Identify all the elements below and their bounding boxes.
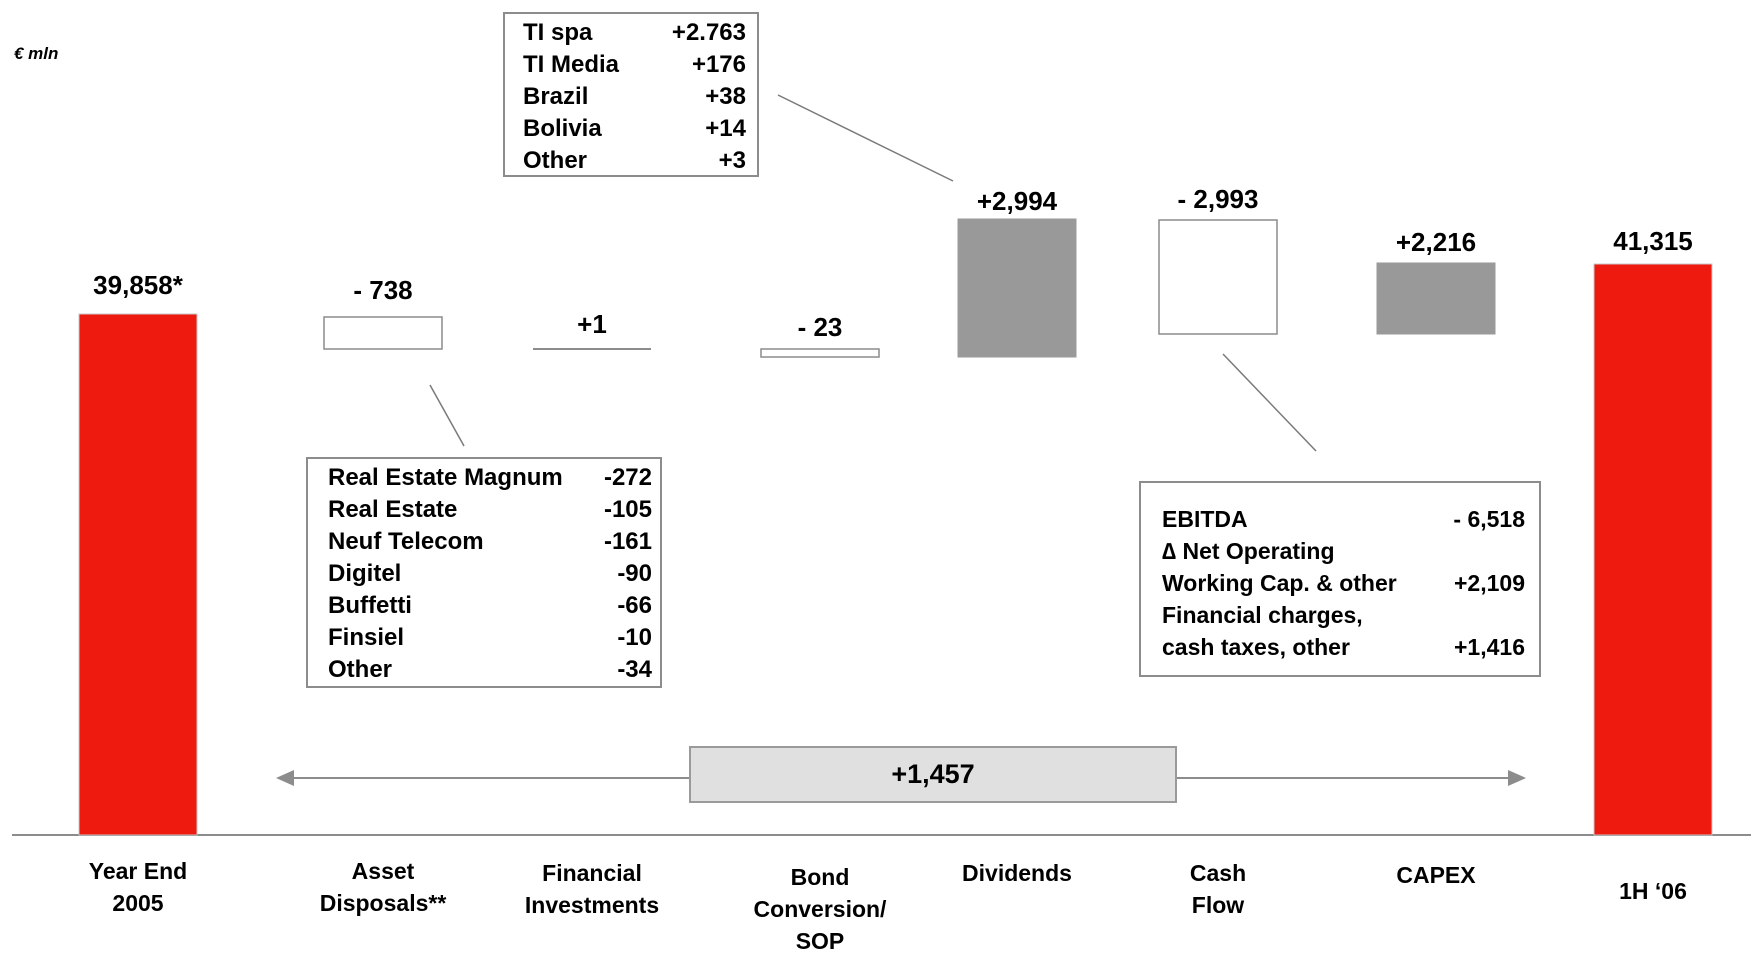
category-label-7: 1H ‘06 (1563, 875, 1743, 907)
breakdown-row: Real Estate Magnum -272 (328, 462, 652, 494)
breakdown-row: Finsiel -10 (328, 622, 652, 654)
dividends-connector-line (777, 94, 954, 182)
breakdown-row-label: Bolivia (523, 115, 602, 142)
breakdown-row-value: -272 (603, 464, 652, 491)
category-label-line: Year End (88, 858, 188, 884)
category-label-line: Cash (1189, 860, 1247, 886)
asset-disposals-connector-line (429, 384, 465, 447)
breakdown-row-value: - 6,518 (1453, 506, 1525, 532)
category-label-4: Dividends (927, 857, 1107, 889)
value-label-5: - 2,993 (1177, 184, 1259, 214)
category-label-line: Dividends (962, 860, 1072, 886)
category-label-line: Flow (1191, 892, 1245, 918)
dividends-breakdown-box: TI spa +2.763 TI Media +176 Brazil +38 Bolivia… (503, 12, 759, 177)
breakdown-row: Digitel -90 (328, 558, 652, 590)
category-label-line: Asset (351, 858, 415, 884)
breakdown-row-label: Brazil (523, 83, 589, 110)
breakdown-row-label: Neuf Telecom (328, 528, 484, 555)
breakdown-row-label: Digitel (328, 560, 402, 587)
breakdown-row-value: -105 (603, 496, 652, 523)
breakdown-row-label: Other (328, 656, 393, 683)
category-label-line: CAPEX (1396, 862, 1476, 888)
breakdown-row-label: Working Cap. & other (1162, 570, 1397, 596)
breakdown-row-label: ∆ Net Operating (1162, 538, 1335, 564)
breakdown-row-value: +2.763 (671, 19, 746, 46)
breakdown-row: TI Media +176 (523, 49, 746, 81)
breakdown-row: Working Cap. & other +2,109 (1162, 567, 1525, 599)
breakdown-row-label: Real Estate (328, 496, 458, 523)
category-label-5: Cash Flow (1128, 857, 1308, 921)
bar-3 (760, 348, 880, 358)
category-label-line: Financial (542, 860, 642, 886)
breakdown-row-label: cash taxes, other (1162, 634, 1350, 660)
breakdown-row-value: -10 (617, 624, 652, 651)
category-label-0: Year End 2005 (48, 855, 228, 919)
bar-1 (323, 316, 443, 350)
cash-flow-breakdown-box: EBITDA - 6,518 ∆ Net Operating Working Cap.… (1139, 481, 1541, 677)
breakdown-row-label: EBITDA (1162, 506, 1248, 532)
value-label-6: +2,216 (1395, 227, 1477, 257)
breakdown-row-value: +176 (691, 51, 746, 78)
breakdown-row: TI spa +2.763 (523, 17, 746, 49)
value-label-1: - 738 (353, 275, 413, 305)
breakdown-row: EBITDA - 6,518 (1162, 503, 1525, 535)
arrow-right-icon (1508, 770, 1526, 786)
category-label-line: 1H ‘06 (1619, 878, 1687, 904)
breakdown-row-label: TI spa (523, 19, 593, 46)
breakdown-row-value: +1,416 (1454, 634, 1525, 660)
net-change-label: +1,457 (689, 746, 1177, 803)
bar-7 (1593, 263, 1713, 836)
breakdown-row: Neuf Telecom -161 (328, 526, 652, 558)
category-label-line: Conversion/ (753, 896, 887, 922)
breakdown-row: Other -34 (328, 654, 652, 686)
value-label-7: 41,315 (1613, 226, 1693, 256)
cash-flow-connector-line (1222, 353, 1317, 452)
category-label-2: Financial Investments (502, 857, 682, 921)
breakdown-row-value: -90 (617, 560, 652, 587)
bar-0 (78, 313, 198, 836)
category-label-line: 2005 (112, 890, 164, 916)
breakdown-row: Bolivia +14 (523, 113, 746, 145)
breakdown-row-value: -34 (617, 656, 652, 683)
breakdown-row-value: +2,109 (1454, 570, 1525, 596)
category-label-line: Bond (790, 864, 850, 890)
breakdown-row-value: +14 (705, 115, 746, 142)
bar-4 (957, 218, 1077, 358)
breakdown-row-label: Real Estate Magnum (328, 464, 563, 491)
breakdown-row-value: -161 (603, 528, 652, 555)
value-label-4: +2,994 (976, 186, 1058, 216)
breakdown-row-label: Buffetti (328, 592, 412, 619)
breakdown-row: cash taxes, other +1,416 (1162, 631, 1525, 663)
breakdown-row-label: TI Media (523, 51, 620, 78)
breakdown-row: ∆ Net Operating (1162, 535, 1525, 567)
breakdown-row-value: +38 (705, 83, 746, 110)
category-label-3: Bond Conversion/SOP (730, 861, 910, 957)
breakdown-row-value: -66 (617, 592, 652, 619)
asset-disposals-breakdown-box: Real Estate Magnum -272 Real Estate -105 Neu… (306, 457, 662, 688)
breakdown-row: Brazil +38 (523, 81, 746, 113)
bar-5 (1158, 219, 1278, 335)
value-label-2: +1 (577, 309, 607, 339)
unit-label: € mln (14, 44, 59, 63)
arrow-left-icon (276, 770, 294, 786)
category-label-line: Disposals** (319, 890, 447, 916)
breakdown-row: Financial charges, (1162, 599, 1525, 631)
breakdown-row-label: Other (523, 147, 588, 174)
bar-6 (1376, 262, 1496, 335)
breakdown-row-label: Financial charges, (1162, 602, 1363, 628)
category-label-1: Asset Disposals** (293, 855, 473, 919)
category-label-6: CAPEX (1346, 859, 1526, 891)
category-label-line: SOP (795, 928, 845, 954)
value-label-0: 39,858* (93, 270, 183, 300)
breakdown-row-label: Finsiel (328, 624, 405, 651)
breakdown-row-value: +3 (718, 147, 746, 174)
value-label-3: - 23 (797, 312, 843, 342)
breakdown-row: Buffetti -66 (328, 590, 652, 622)
breakdown-row: Real Estate -105 (328, 494, 652, 526)
breakdown-row: Other +3 (523, 145, 746, 177)
category-label-line: Investments (524, 892, 660, 918)
